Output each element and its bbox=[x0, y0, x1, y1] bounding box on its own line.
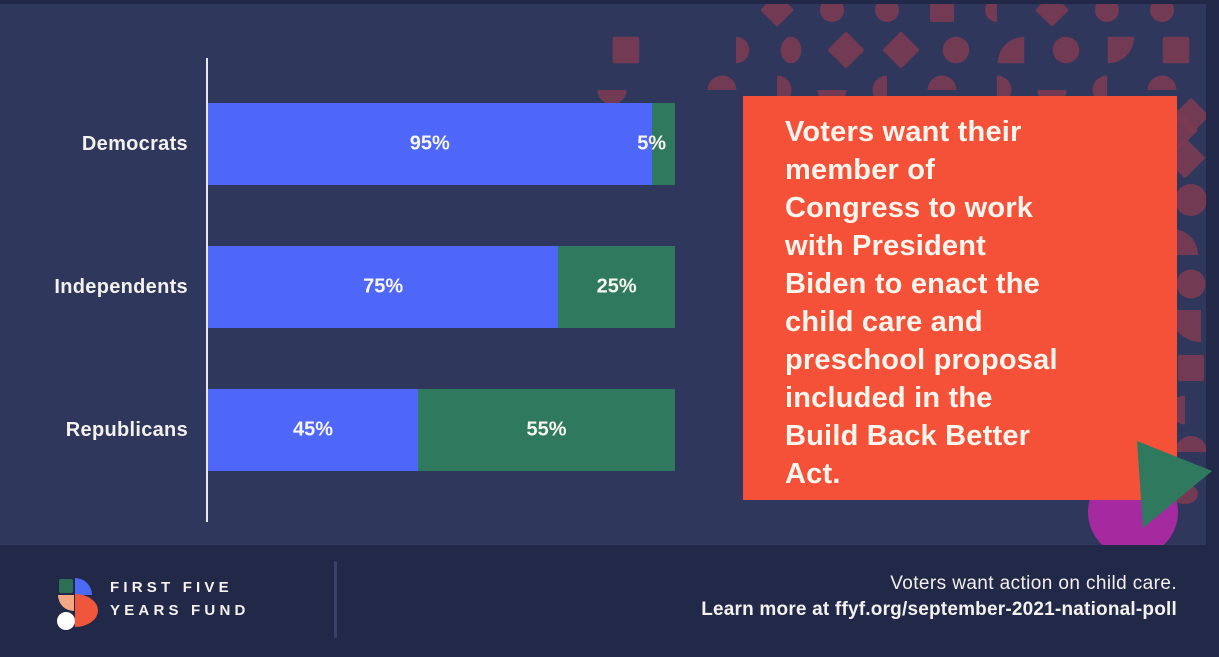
brand-name: FIRST FIVE YEARS FUND bbox=[110, 579, 250, 619]
bar-segment-green-segment bbox=[418, 389, 675, 471]
footer-bar: FIRST FIVE YEARS FUND Voters want action… bbox=[0, 545, 1219, 657]
bar-segment-blue-segment bbox=[208, 246, 559, 328]
stacked-bar: 45% 55% bbox=[208, 389, 675, 471]
logo-peach-quarter bbox=[58, 595, 74, 611]
chart-axis-line bbox=[206, 58, 208, 522]
logo-green-square bbox=[59, 579, 73, 593]
bar-segment-green-segment bbox=[558, 246, 675, 328]
bar-segment-blue-segment bbox=[208, 389, 419, 471]
stacked-bar: 95% 5% bbox=[208, 103, 675, 185]
category-label: Republicans bbox=[65, 418, 188, 441]
callout-box: Voters want their member of Congress to … bbox=[743, 96, 1177, 500]
stacked-bar: 75% 25% bbox=[208, 246, 675, 328]
category-label: Democrats bbox=[81, 132, 188, 155]
footer-divider bbox=[334, 561, 337, 638]
bar-value-label: 5% bbox=[637, 132, 667, 155]
poll-bar-chart: Democrats 95% 5% Independents 75% 25% Republic… bbox=[0, 4, 1206, 545]
bar-row: Independents 75% 25% bbox=[0, 246, 700, 328]
bar-row: Democrats 95% 5% bbox=[0, 103, 700, 185]
category-label: Independents bbox=[54, 275, 188, 298]
callout-text: Voters want their member of Congress to … bbox=[785, 116, 1058, 490]
logo-red-halfcircle bbox=[75, 594, 98, 627]
bar-segment-green-segment bbox=[651, 103, 675, 185]
bar-row: Republicans 45% 55% bbox=[0, 389, 700, 471]
slide-panel: Democrats 95% 5% Independents 75% 25% Republic… bbox=[0, 4, 1206, 545]
bar-value-label: 25% bbox=[596, 275, 637, 298]
footer-learn-more-url[interactable]: Learn more at ffyf.org/september-2021-na… bbox=[701, 599, 1177, 620]
bar-value-label: 55% bbox=[526, 418, 567, 441]
ffyf-logo-icon bbox=[53, 570, 101, 642]
logo-white-dot bbox=[57, 612, 75, 630]
bar-value-label: 45% bbox=[293, 418, 334, 441]
bar-value-label: 75% bbox=[363, 275, 404, 298]
footer-tagline: Voters want action on child care. bbox=[890, 573, 1177, 594]
logo-blue-quarter bbox=[75, 578, 92, 595]
bar-value-label: 95% bbox=[409, 132, 450, 155]
bar-segment-blue-segment bbox=[208, 103, 652, 185]
